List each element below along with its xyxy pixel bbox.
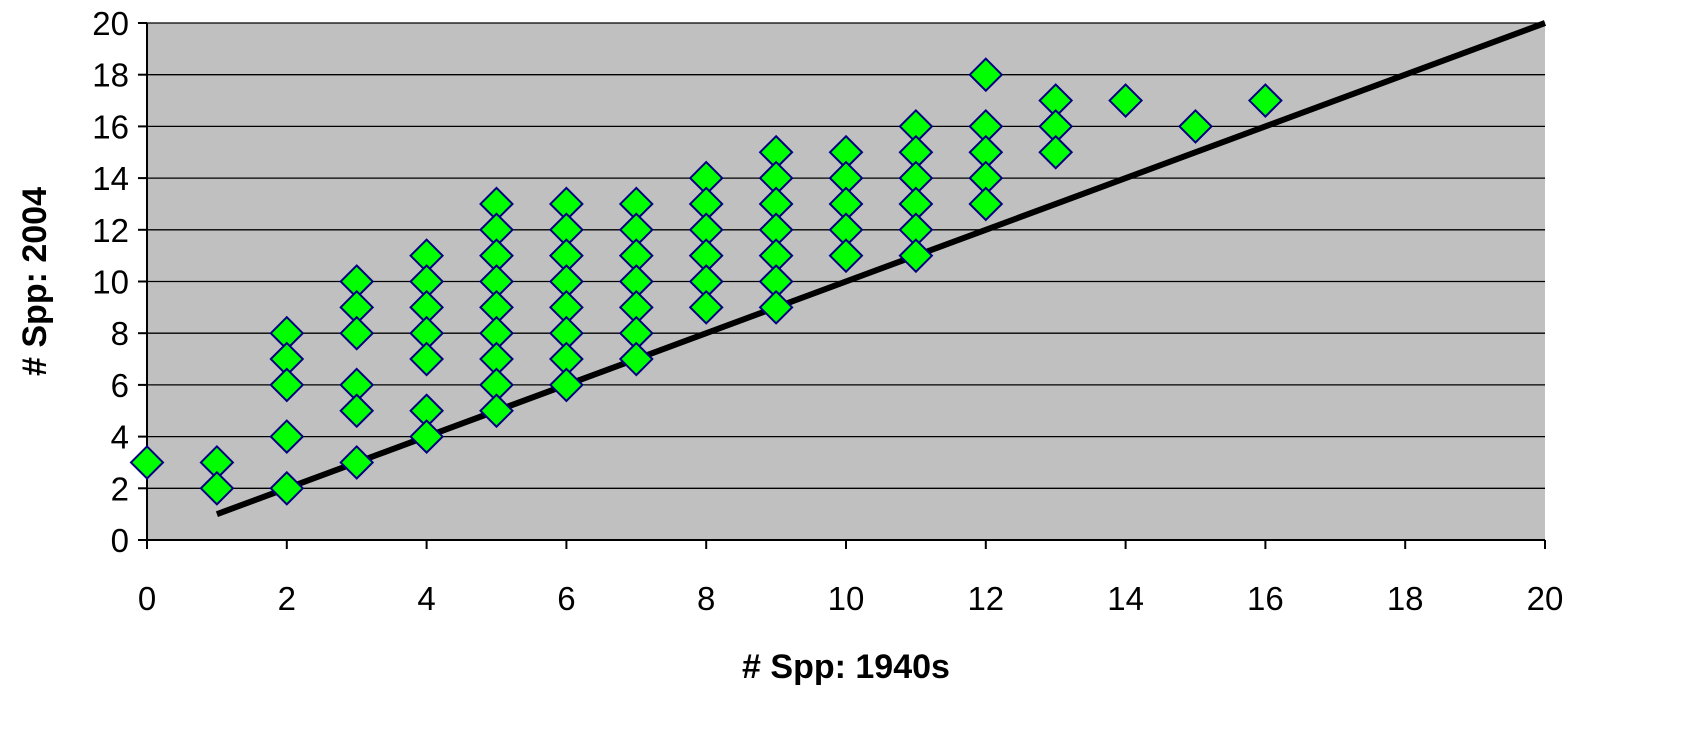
data-point [1247, 83, 1283, 118]
y-tick-label-18: 18 [92, 57, 129, 94]
x-tick-label-14: 14 [1107, 580, 1144, 617]
data-point [479, 393, 514, 429]
data-point [1108, 83, 1144, 118]
tick-labels: 0 2 4 6 8 10 12 14 16 18 20 0 2 4 6 8 10 12 14 16 18 20 [92, 5, 1563, 617]
y-tick-label-6: 6 [111, 367, 129, 404]
y-tick-label-10: 10 [92, 264, 129, 301]
x-tick-label-4: 4 [417, 580, 435, 617]
y-tick-label-4: 4 [111, 419, 129, 456]
data-point [968, 57, 1004, 93]
y-axis-title: # Spp: 2004 [16, 187, 54, 376]
data-point [548, 367, 584, 403]
data-point [1038, 134, 1074, 170]
data-point [968, 186, 1004, 222]
data-point [409, 419, 445, 455]
y-tick-label-12: 12 [92, 212, 129, 249]
x-tick-label-8: 8 [697, 580, 715, 617]
data-point [688, 289, 724, 325]
y-tick-label-0: 0 [111, 522, 129, 559]
data-point [129, 445, 165, 480]
x-tick-label-0: 0 [138, 580, 156, 617]
data-point [758, 289, 794, 325]
data-point [1178, 108, 1213, 144]
x-tick-label-10: 10 [828, 580, 865, 617]
x-tick-label-12: 12 [967, 580, 1004, 617]
x-tick-label-2: 2 [278, 580, 296, 617]
data-point [409, 341, 445, 377]
y-tick-label-20: 20 [92, 5, 129, 42]
y-tick-label-14: 14 [92, 160, 129, 197]
data-point [339, 315, 375, 351]
y-tick-label-16: 16 [92, 108, 129, 145]
data-point [269, 367, 305, 403]
data-point [199, 470, 235, 506]
x-axis-title: # Spp: 1940s [742, 648, 950, 686]
data-point [339, 445, 375, 480]
data-point [828, 238, 864, 274]
data-point [339, 393, 375, 429]
y-tick-label-8: 8 [111, 315, 129, 352]
x-tick-label-20: 20 [1527, 580, 1564, 617]
data-point [898, 238, 934, 274]
x-tick-label-18: 18 [1387, 580, 1424, 617]
data-point [269, 470, 305, 506]
x-tick-label-16: 16 [1247, 580, 1284, 617]
data-points [129, 57, 1283, 506]
y-tick-label-2: 2 [111, 470, 129, 507]
x-tick-label-6: 6 [557, 580, 575, 617]
data-point [618, 341, 654, 377]
data-point [269, 419, 305, 455]
